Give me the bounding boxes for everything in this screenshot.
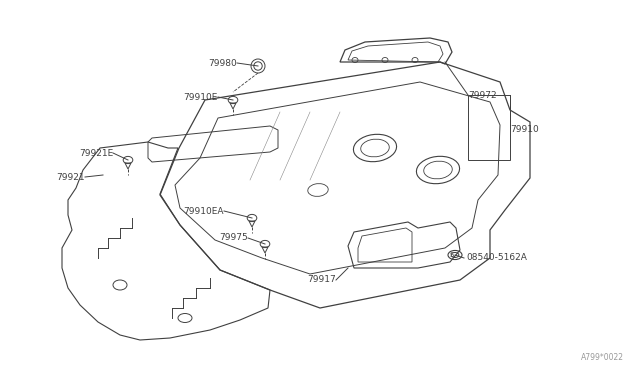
Text: 08540-5162A: 08540-5162A	[466, 253, 527, 263]
Text: 79910E: 79910E	[184, 93, 218, 102]
Text: 79910: 79910	[510, 125, 539, 135]
Text: 79972: 79972	[468, 90, 497, 99]
Text: 79921E: 79921E	[79, 148, 113, 157]
Text: 79921: 79921	[56, 173, 85, 182]
Text: 79910EA: 79910EA	[184, 206, 224, 215]
Text: S: S	[450, 252, 454, 258]
Text: A799*0022: A799*0022	[581, 353, 624, 362]
Text: 79980: 79980	[208, 58, 237, 67]
Text: 79917: 79917	[307, 276, 336, 285]
Text: 79975: 79975	[220, 234, 248, 243]
